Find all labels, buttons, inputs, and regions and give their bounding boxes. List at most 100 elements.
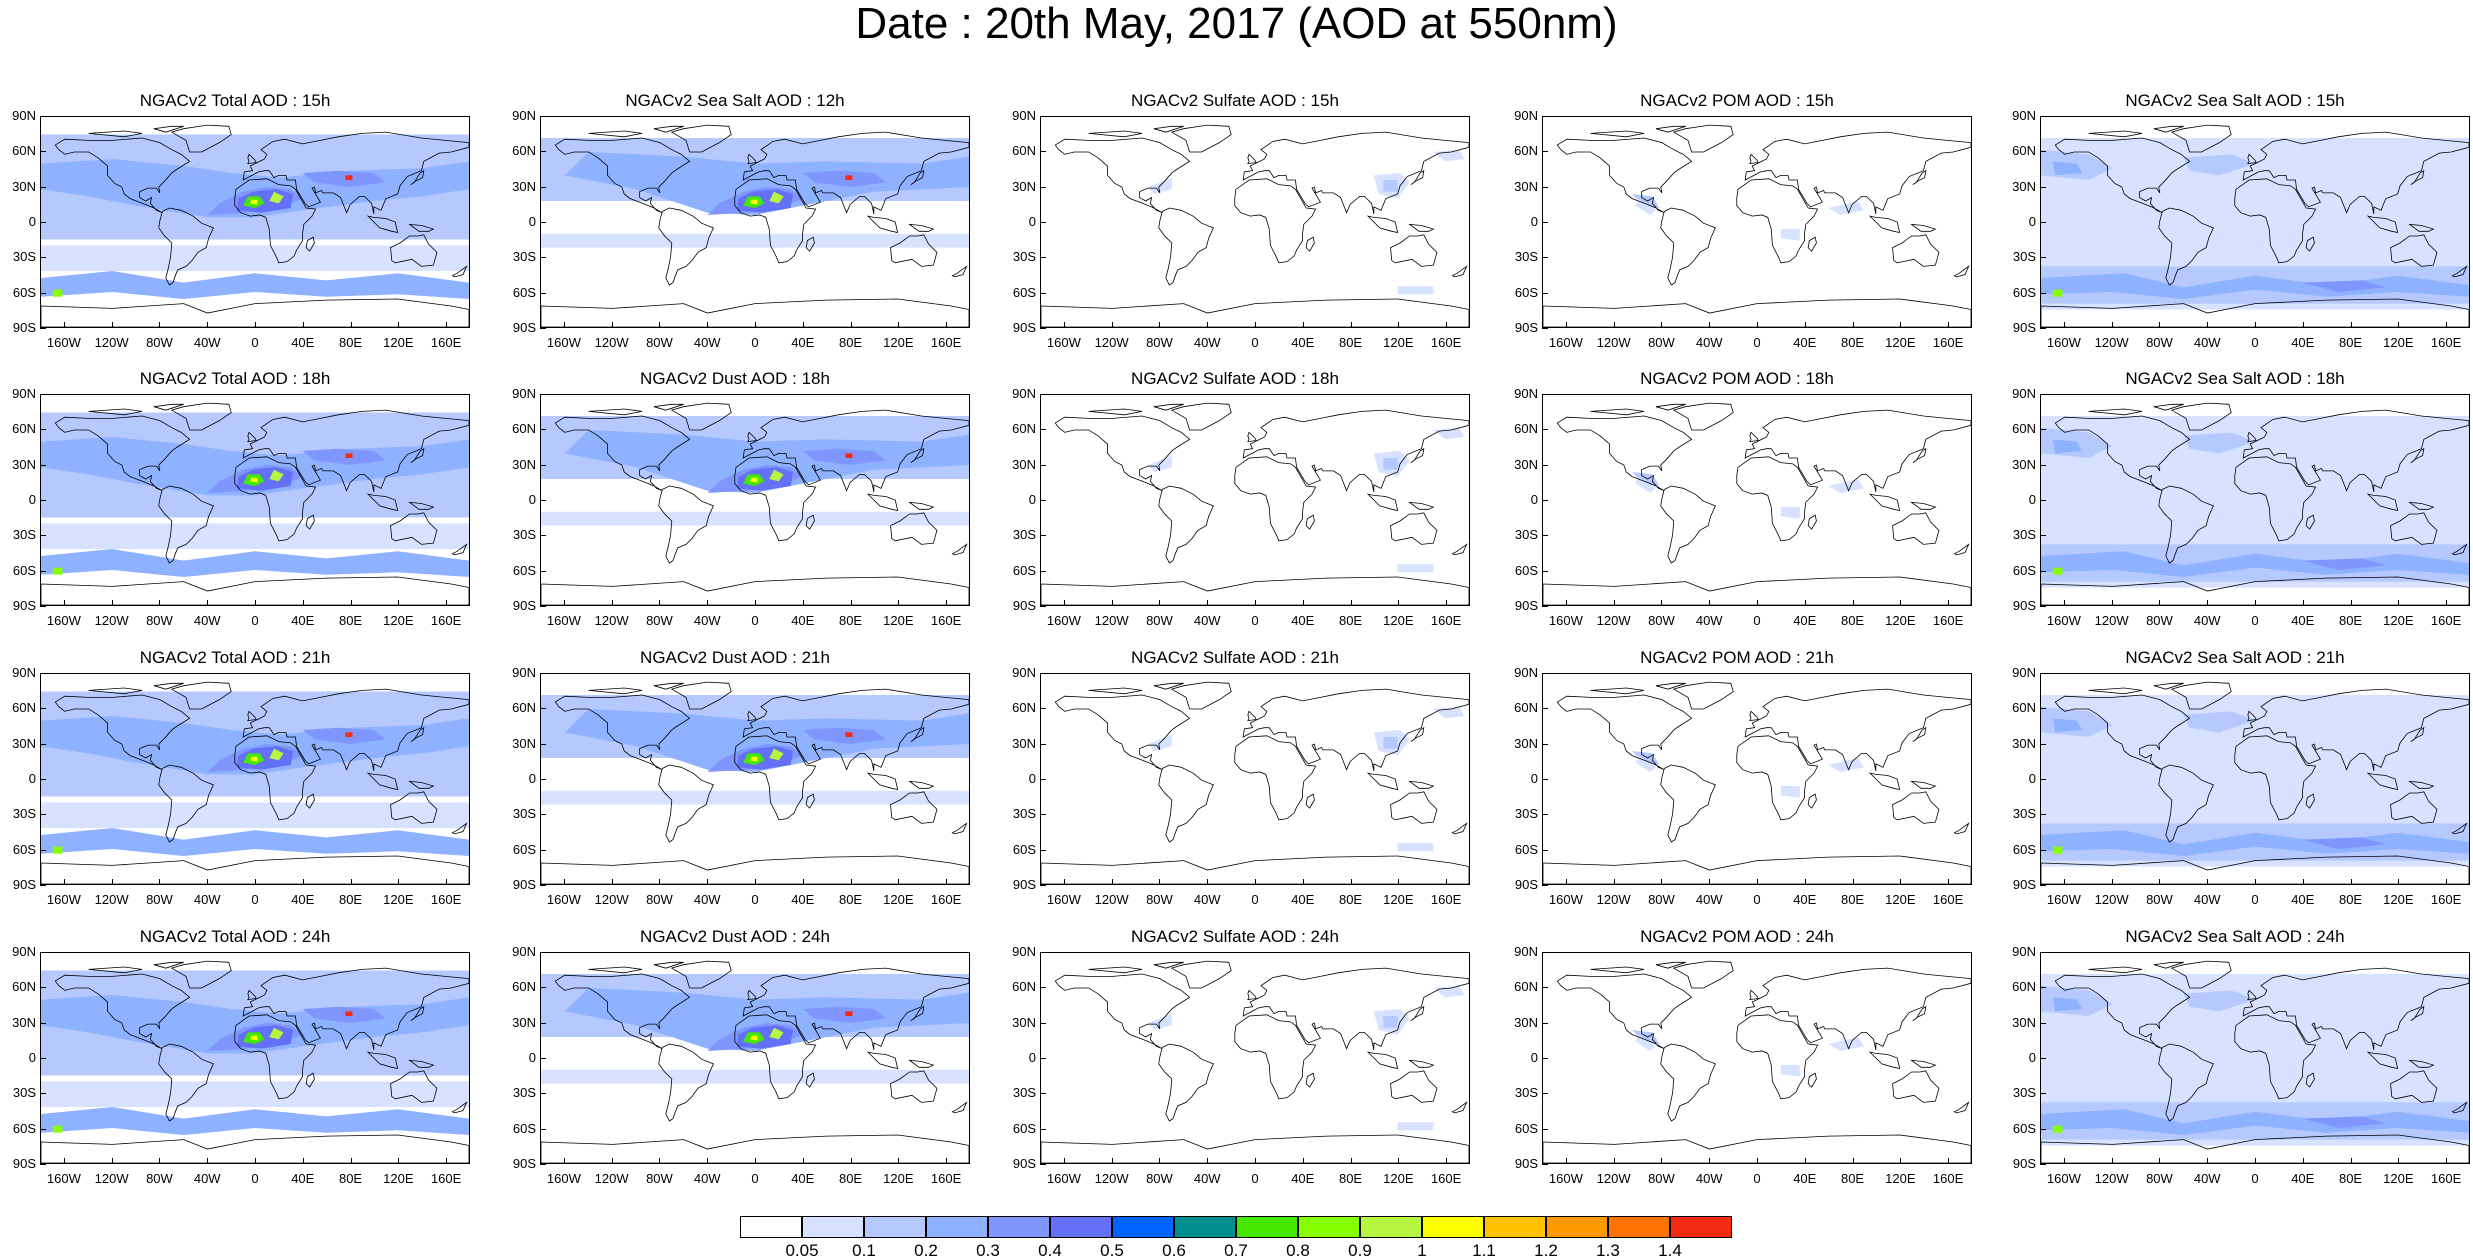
lon-tick-label: 40W — [693, 335, 721, 350]
lat-tick-label: 90N — [1514, 665, 1538, 680]
lat-tick-label: 0 — [1530, 214, 1538, 229]
lat-tick — [40, 394, 46, 395]
lon-tick-label: 120E — [2383, 335, 2414, 350]
aod-contour — [250, 1035, 258, 1041]
coastline — [451, 265, 468, 278]
lon-tick — [2255, 1158, 2256, 1164]
lat-tick — [1542, 394, 1548, 395]
coastline — [234, 178, 317, 264]
lat-tick-label: 90N — [1012, 944, 1036, 959]
coastline — [805, 514, 815, 530]
coastline — [54, 415, 191, 492]
lon-tick-label: 40E — [291, 613, 315, 628]
aod-contour — [1635, 198, 1656, 215]
lon-tick — [2302, 322, 2304, 328]
coastline — [2158, 764, 2214, 843]
coastline — [1910, 780, 1937, 789]
lon-tick — [159, 322, 161, 328]
map-plot — [1040, 116, 1470, 328]
aod-field — [1041, 960, 1469, 1163]
coastline — [234, 456, 317, 542]
lon-tick-label: 120E — [883, 892, 914, 907]
lat-tick-label: 0 — [1028, 214, 1036, 229]
coastline — [1054, 137, 1191, 214]
coastline — [2410, 169, 2425, 185]
lon-tick — [1804, 600, 1806, 606]
lon-tick — [1757, 322, 1758, 328]
lon-tick-label: 40E — [291, 892, 315, 907]
lat-tick-label: 90S — [12, 598, 36, 613]
lat-tick-label: 90S — [2012, 877, 2036, 892]
lat-tick-label: 30N — [2012, 456, 2036, 472]
lon-tick — [2350, 879, 2352, 885]
lat-tick-label: 90N — [512, 665, 536, 680]
lon-tick — [1757, 1158, 1758, 1164]
colorbar-swatch — [1484, 1216, 1546, 1238]
lat-tick — [40, 885, 46, 886]
coastline — [670, 124, 732, 153]
lat-tick — [1040, 952, 1046, 953]
lon-tick — [446, 879, 448, 885]
lon-tick — [255, 1158, 256, 1164]
lat-tick-label: 60N — [2012, 143, 2036, 159]
lat-tick — [2040, 535, 2046, 537]
lon-tick-label: 160W — [46, 335, 81, 350]
coastline — [908, 780, 935, 789]
lon-tick-label: 120E — [1383, 335, 1414, 350]
lat-tick — [1542, 429, 1548, 431]
coastline — [1234, 735, 1317, 821]
lat-tick — [540, 429, 546, 431]
aod-contour — [269, 748, 284, 761]
lon-tick-label: 160E — [1932, 613, 1964, 628]
coastline — [2410, 447, 2425, 463]
coastline — [1590, 130, 1645, 138]
lon-tick — [1709, 600, 1711, 606]
lon-tick-label: 120W — [2094, 335, 2129, 350]
lat-tick-label: 0 — [528, 771, 536, 786]
lat-tick-label: 60S — [512, 841, 536, 857]
lon-tick-label: 0 — [751, 892, 759, 907]
coastline — [658, 485, 714, 564]
lon-tick — [63, 1158, 65, 1164]
map-plot — [2040, 673, 2470, 885]
lon-tick — [111, 600, 113, 606]
aod-contour — [750, 1035, 758, 1041]
aod-contour — [2183, 432, 2255, 454]
coastline — [1953, 822, 1970, 835]
coastline — [2234, 178, 2317, 264]
coastline — [541, 298, 969, 327]
aod-contour — [250, 199, 258, 205]
coastline — [910, 447, 925, 463]
aod-contour — [269, 191, 284, 204]
map-panel-total: NGACv2 Total AOD : 18h 90N 60N 30N 0 30S 60S 90… — [0, 370, 470, 632]
lon-tick-label: 80W — [1146, 892, 1173, 907]
lat-tick-label: 0 — [2028, 771, 2036, 786]
coastline — [2054, 973, 2191, 1050]
lon-tick-label: 0 — [1251, 335, 1259, 350]
coastline — [2408, 223, 2435, 232]
lat-tick-label: 0 — [1530, 492, 1538, 507]
lat-tick-label: 30S — [1012, 806, 1036, 822]
lat-tick-label: 30N — [1012, 456, 1036, 472]
lon-tick — [1063, 600, 1065, 606]
lat-tick-label: 90N — [2012, 386, 2036, 401]
lat-tick — [1040, 186, 1046, 188]
lon-tick-label: 120W — [94, 613, 129, 628]
lat-tick-label: 30S — [1514, 249, 1538, 265]
lat-tick — [540, 1128, 546, 1130]
lon-tick — [1111, 1158, 1113, 1164]
coastline — [1892, 791, 1940, 824]
lon-tick — [1613, 322, 1615, 328]
lat-tick-label: 0 — [528, 214, 536, 229]
coastline — [670, 402, 732, 431]
lon-tick-label: 40W — [1695, 335, 1723, 350]
lat-tick — [40, 429, 46, 431]
lat-tick — [540, 1093, 546, 1095]
coastline — [1041, 855, 1469, 884]
lat-tick-label: 30N — [2012, 178, 2036, 194]
lat-tick — [1542, 1022, 1548, 1024]
lat-tick-label: 60N — [12, 979, 36, 995]
colorbar-swatch — [740, 1216, 802, 1238]
map-panel-dust: NGACv2 Dust AOD : 21h 90N 60N 30N 0 30S 60S 90S… — [500, 649, 970, 911]
aod-contour — [2052, 567, 2063, 575]
